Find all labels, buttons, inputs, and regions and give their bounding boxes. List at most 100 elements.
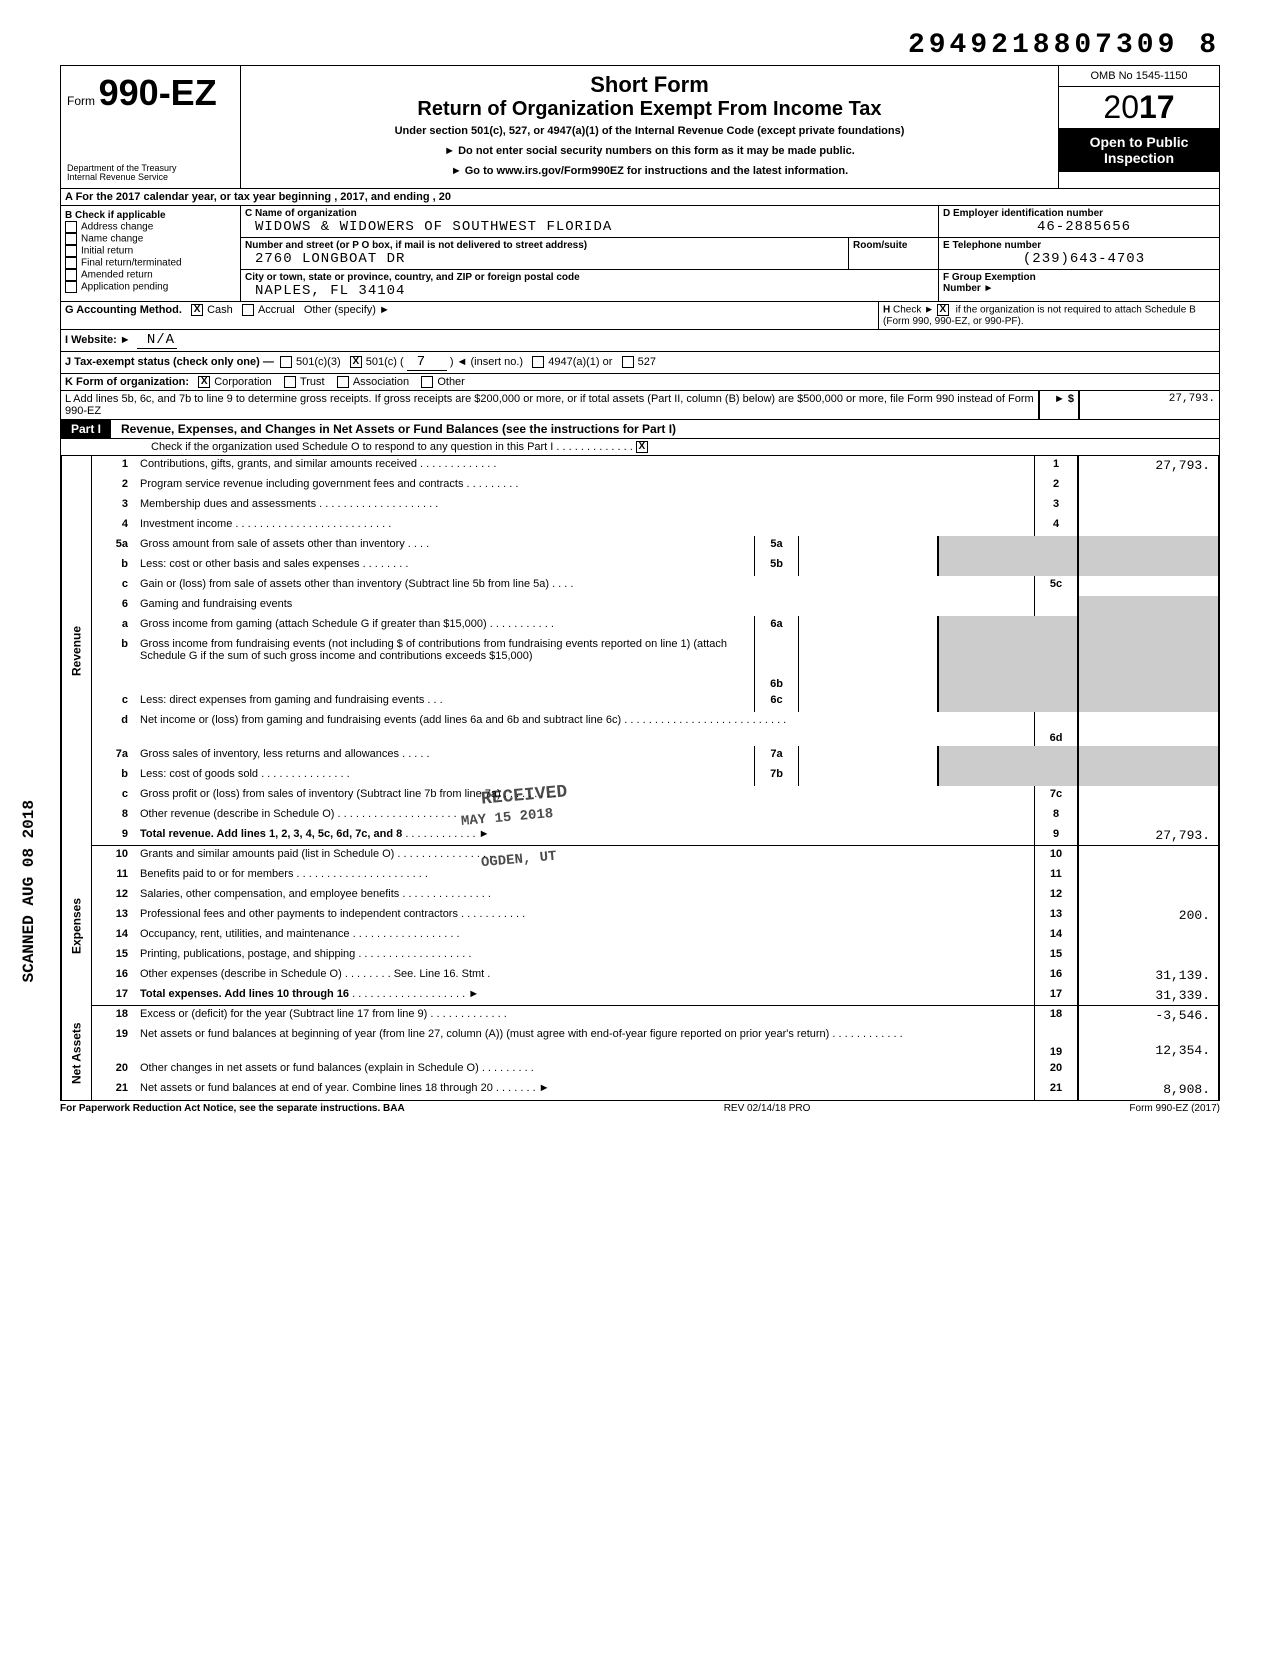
block-b: B Check if applicable Address change Nam… (61, 206, 241, 301)
line-12: 12Salaries, other compensation, and empl… (91, 886, 1219, 906)
open-public-2: Inspection (1063, 150, 1215, 166)
check-501c[interactable] (350, 356, 362, 368)
check-h[interactable] (937, 304, 949, 316)
return-title: Return of Organization Exempt From Incom… (251, 98, 1048, 121)
line-6: 6Gaming and fundraising events (91, 596, 1219, 616)
line-l-row: L Add lines 5b, 6c, and 7b to line 9 to … (60, 391, 1220, 420)
line-1-val: 27,793. (1078, 456, 1218, 476)
revenue-section: Revenue 1Contributions, gifts, grants, a… (60, 456, 1220, 846)
check-501c3[interactable] (280, 356, 292, 368)
side-netassets: Net Assets (61, 1006, 91, 1100)
check-accrual[interactable] (242, 304, 254, 316)
check-schedule-o[interactable] (636, 441, 648, 453)
expenses-body: 10Grants and similar amounts paid (list … (91, 846, 1219, 1006)
line-l-desc: L Add lines 5b, 6c, and 7b to line 9 to … (61, 391, 1039, 419)
block-b-header: B Check if applicable (65, 210, 236, 221)
line-5b: bLess: cost or other basis and sales exp… (91, 556, 1219, 576)
check-cash[interactable] (191, 304, 203, 316)
privacy-note: ► Do not enter social security numbers o… (251, 145, 1048, 157)
org-name: WIDOWS & WIDOWERS OF SOUTHWEST FLORIDA (245, 219, 934, 235)
line-16-val: 31,139. (1078, 966, 1218, 986)
street-label: Number and street (or P O box, if mail i… (245, 240, 844, 251)
year-bold: 17 (1139, 89, 1175, 125)
line-19-val: 12,354. (1078, 1026, 1218, 1060)
dln: 2949218807309 8 (60, 30, 1220, 61)
line-20: 20Other changes in net assets or fund ba… (91, 1060, 1219, 1080)
omb-number: OMB No 1545-1150 (1059, 66, 1219, 87)
city-label: City or town, state or province, country… (245, 272, 934, 283)
line-13: 13Professional fees and other payments t… (91, 906, 1219, 926)
check-trust[interactable] (284, 376, 296, 388)
group-label: F Group Exemption (943, 272, 1215, 283)
open-public: Open to Public Inspection (1059, 128, 1219, 172)
part1-check-o: Check if the organization used Schedule … (60, 439, 1220, 456)
line-3: 3Membership dues and assessments . . . .… (91, 496, 1219, 516)
side-revenue: Revenue (61, 456, 91, 846)
form-number: 990-EZ (99, 72, 217, 113)
line-k: K Form of organization: Corporation Trus… (61, 374, 1219, 390)
group-num: Number ► (943, 283, 1215, 294)
city: NAPLES, FL 34104 (245, 283, 934, 299)
phone-label: E Telephone number (943, 240, 1215, 251)
stamp-scanned: SCANNED AUG 08 2018 (20, 800, 38, 982)
line-7b: bLess: cost of goods sold . . . . . . . … (91, 766, 1219, 786)
line-6c: cLess: direct expenses from gaming and f… (91, 692, 1219, 712)
line-15: 15Printing, publications, postage, and s… (91, 946, 1219, 966)
check-final[interactable]: Final return/terminated (65, 257, 236, 269)
check-name[interactable]: Name change (65, 233, 236, 245)
block-c: C Name of organization WIDOWS & WIDOWERS… (241, 206, 939, 301)
footer: For Paperwork Reduction Act Notice, see … (60, 1103, 1220, 1114)
check-address[interactable]: Address change (65, 221, 236, 233)
netassets-section: Net Assets 18Excess or (deficit) for the… (60, 1006, 1220, 1101)
netassets-body: 18Excess or (deficit) for the year (Subt… (91, 1006, 1219, 1100)
expenses-section: Expenses 10Grants and similar amounts pa… (60, 846, 1220, 1006)
line-9: 9Total revenue. Add lines 1, 2, 3, 4, 5c… (91, 826, 1219, 846)
line-7a: 7aGross sales of inventory, less returns… (91, 746, 1219, 766)
line-k-row: K Form of organization: Corporation Trus… (60, 374, 1220, 391)
line-6a: aGross income from gaming (attach Schedu… (91, 616, 1219, 636)
line-5a: 5aGross amount from sale of assets other… (91, 536, 1219, 556)
line-i-row: I Website: ► N/A (60, 330, 1220, 352)
line-h: H Check ► if the organization is not req… (879, 302, 1219, 329)
line-8: 8Other revenue (describe in Schedule O) … (91, 806, 1219, 826)
line-11: 11Benefits paid to or for members . . . … (91, 866, 1219, 886)
line-18: 18Excess or (deficit) for the year (Subt… (91, 1006, 1219, 1026)
line-j: J Tax-exempt status (check only one) — 5… (61, 352, 1219, 373)
line-i: I Website: ► N/A (61, 330, 1219, 351)
line-14: 14Occupancy, rent, utilities, and mainte… (91, 926, 1219, 946)
short-form: Short Form (251, 72, 1048, 98)
check-other[interactable] (421, 376, 433, 388)
line-g-h: G Accounting Method. Cash Accrual Other … (60, 302, 1220, 330)
ein-label: D Employer identification number (943, 208, 1215, 219)
line-4: 4Investment income . . . . . . . . . . .… (91, 516, 1219, 536)
check-pending[interactable]: Application pending (65, 281, 236, 293)
line-5c: cGain or (loss) from sale of assets othe… (91, 576, 1219, 596)
line-17: 17Total expenses. Add lines 10 through 1… (91, 986, 1219, 1006)
part1-header: Part I Revenue, Expenses, and Changes in… (60, 420, 1220, 439)
header-right: OMB No 1545-1150 2017 Open to Public Ins… (1059, 66, 1219, 188)
check-assoc[interactable] (337, 376, 349, 388)
line-16: 16Other expenses (describe in Schedule O… (91, 966, 1219, 986)
line-l-val: 27,793. (1079, 391, 1219, 419)
tax-year: 2017 (1059, 87, 1219, 128)
street: 2760 LONGBOAT DR (245, 251, 844, 267)
line-13-val: 200. (1078, 906, 1218, 926)
line-19: 19Net assets or fund balances at beginni… (91, 1026, 1219, 1060)
name-label: C Name of organization (245, 208, 934, 219)
check-amended[interactable]: Amended return (65, 269, 236, 281)
part1-title: Revenue, Expenses, and Changes in Net As… (121, 422, 676, 436)
line-g: G Accounting Method. Cash Accrual Other … (61, 302, 879, 329)
check-527[interactable] (622, 356, 634, 368)
line-7c: cGross profit or (loss) from sales of in… (91, 786, 1219, 806)
line-a: A For the 2017 calendar year, or tax yea… (60, 189, 1220, 206)
line-1: 1Contributions, gifts, grants, and simil… (91, 456, 1219, 476)
line-2: 2Program service revenue including gover… (91, 476, 1219, 496)
goto-note: ► Go to www.irs.gov/Form990EZ for instru… (251, 165, 1048, 177)
check-initial[interactable]: Initial return (65, 245, 236, 257)
room-label: Room/suite (853, 240, 934, 251)
501c-num: 7 (407, 354, 447, 371)
footer-right: Form 990-EZ (2017) (1129, 1103, 1220, 1114)
check-corp[interactable] (198, 376, 210, 388)
line-6d: dNet income or (loss) from gaming and fu… (91, 712, 1219, 746)
check-4947[interactable] (532, 356, 544, 368)
